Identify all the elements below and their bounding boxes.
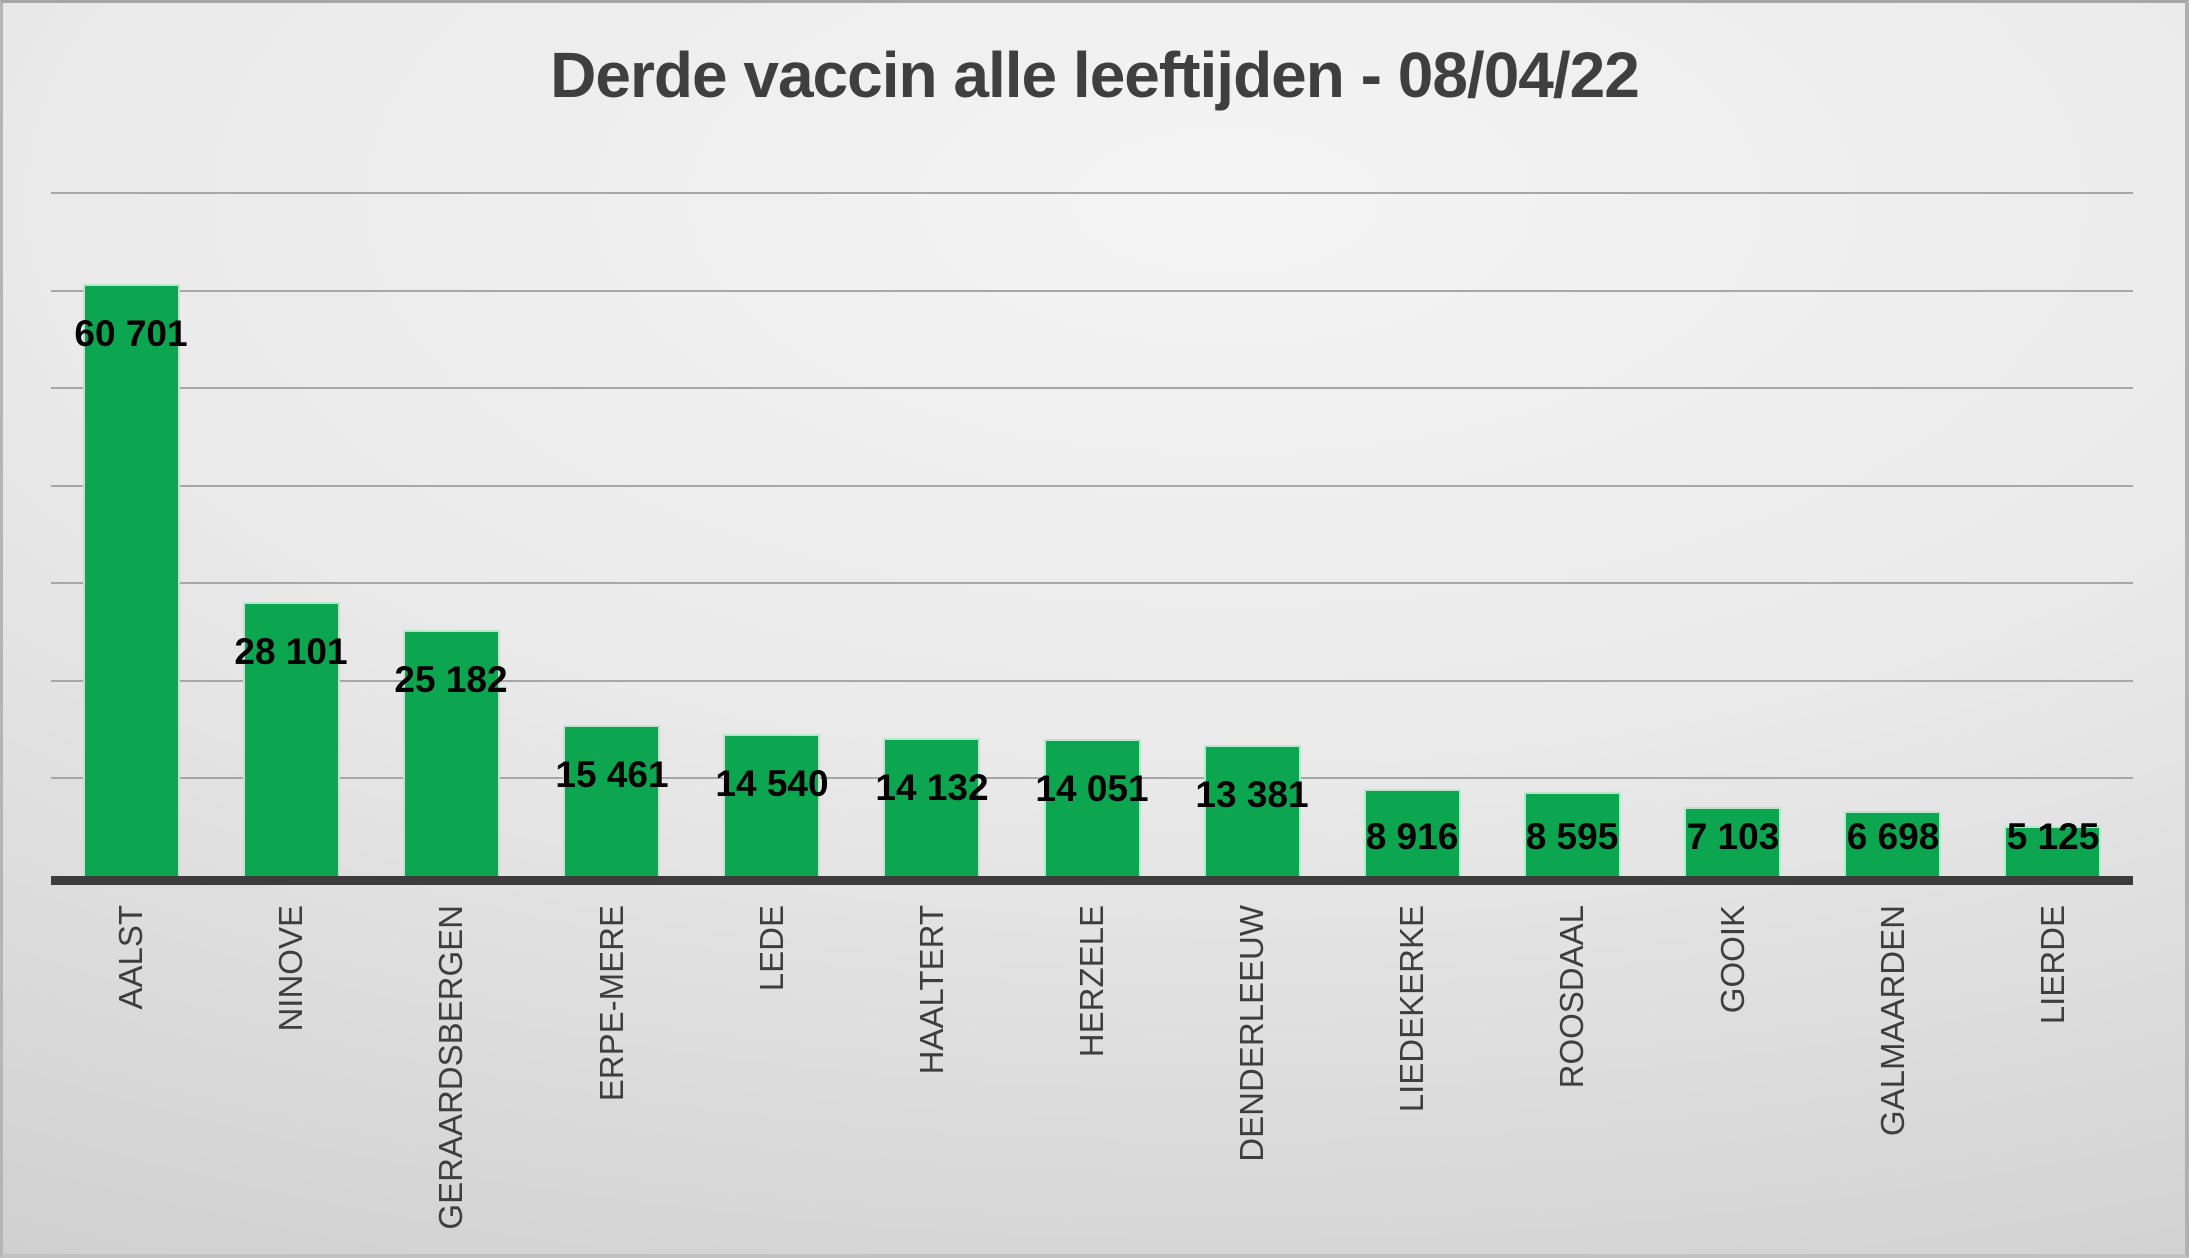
bar-value-label-liedekerke: 8 916 xyxy=(1365,816,1459,857)
x-axis-category-label-lede: LEDE xyxy=(753,905,790,992)
bar-lede xyxy=(723,734,820,876)
x-axis-line xyxy=(51,876,2133,885)
bar-aalst xyxy=(83,284,180,876)
bar-value-label-herzele: 14 051 xyxy=(1035,768,1149,809)
bar-value-label-geraardsbergen: 25 182 xyxy=(394,659,508,700)
x-axis-category-label-roosdaal: ROOSDAAL xyxy=(1553,905,1590,1089)
bar-value-label-gooik: 7 103 xyxy=(1686,816,1780,857)
bar-roosdaal xyxy=(1524,792,1621,876)
bar-value-label-galmaarden: 6 698 xyxy=(1846,816,1940,857)
bar-ninove xyxy=(243,602,340,876)
x-axis-category-label-herzele: HERZELE xyxy=(1073,905,1110,1058)
x-axis-category-label-aalst: AALST xyxy=(112,905,149,1010)
x-axis-category-label-galmaarden: GALMAARDEN xyxy=(1874,905,1911,1137)
x-axis-category-label-geraardsbergen: GERAARDSBERGEN xyxy=(432,905,469,1230)
chart-title: Derde vaccin alle leeftijden - 08/04/22 xyxy=(550,39,1640,111)
bar-gooik xyxy=(1684,807,1781,876)
gridline-60000 xyxy=(51,290,2133,292)
bar-denderleeuw xyxy=(1204,745,1301,876)
gridline-30000 xyxy=(51,582,2133,584)
gridline-70000 xyxy=(51,192,2133,194)
x-axis-category-label-liedekerke: LIEDEKERKE xyxy=(1393,905,1430,1113)
x-axis-category-label-denderleeuw: DENDERLEEUW xyxy=(1233,905,1270,1162)
bar-value-label-erpe-mere: 15 461 xyxy=(555,754,669,795)
bar-liedekerke xyxy=(1364,789,1461,876)
bar-haaltert xyxy=(883,738,980,876)
bar-lierde xyxy=(2004,826,2101,876)
x-axis-category-label-ninove: NINOVE xyxy=(272,905,309,1032)
bar-value-label-aalst: 60 701 xyxy=(74,313,188,354)
gridline-20000 xyxy=(51,680,2133,682)
x-axis-category-label-haaltert: HAALTERT xyxy=(913,905,950,1075)
x-axis-category-label-erpe-mere: ERPE-MERE xyxy=(593,905,630,1102)
gridline-40000 xyxy=(51,485,2133,487)
bar-geraardsbergen xyxy=(403,630,500,876)
bar-value-label-lierde: 5 125 xyxy=(2006,816,2100,857)
bar-value-label-roosdaal: 8 595 xyxy=(1525,816,1619,857)
bar-galmaarden xyxy=(1844,811,1941,876)
gridline-50000 xyxy=(51,387,2133,389)
x-axis-category-label-lierde: LIERDE xyxy=(2034,905,2071,1025)
bar-value-label-lede: 14 540 xyxy=(715,763,829,804)
bar-value-label-denderleeuw: 13 381 xyxy=(1195,774,1309,815)
bar-value-label-haaltert: 14 132 xyxy=(875,767,989,808)
bar-herzele xyxy=(1044,739,1141,876)
bar-value-label-ninove: 28 101 xyxy=(234,631,348,672)
x-axis-category-label-gooik: GOOIK xyxy=(1714,905,1751,1014)
bar-erpe-mere xyxy=(563,725,660,876)
